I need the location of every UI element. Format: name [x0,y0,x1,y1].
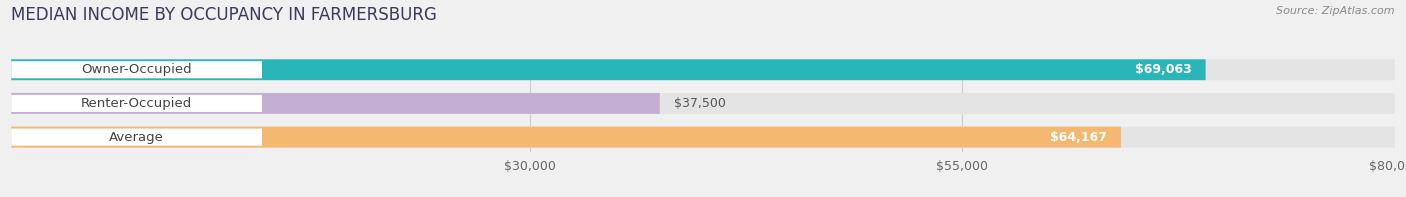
FancyBboxPatch shape [11,129,262,146]
FancyBboxPatch shape [11,93,659,114]
FancyBboxPatch shape [11,127,1395,148]
FancyBboxPatch shape [11,61,262,78]
Text: Renter-Occupied: Renter-Occupied [82,97,193,110]
FancyBboxPatch shape [11,59,1395,80]
Text: $64,167: $64,167 [1050,131,1107,144]
Text: Owner-Occupied: Owner-Occupied [82,63,193,76]
Text: $37,500: $37,500 [673,97,725,110]
Text: MEDIAN INCOME BY OCCUPANCY IN FARMERSBURG: MEDIAN INCOME BY OCCUPANCY IN FARMERSBUR… [11,6,437,24]
Text: Average: Average [110,131,165,144]
FancyBboxPatch shape [11,93,1395,114]
Text: Source: ZipAtlas.com: Source: ZipAtlas.com [1277,6,1395,16]
FancyBboxPatch shape [11,127,1121,148]
FancyBboxPatch shape [11,59,1205,80]
Text: $69,063: $69,063 [1135,63,1192,76]
FancyBboxPatch shape [11,95,262,112]
